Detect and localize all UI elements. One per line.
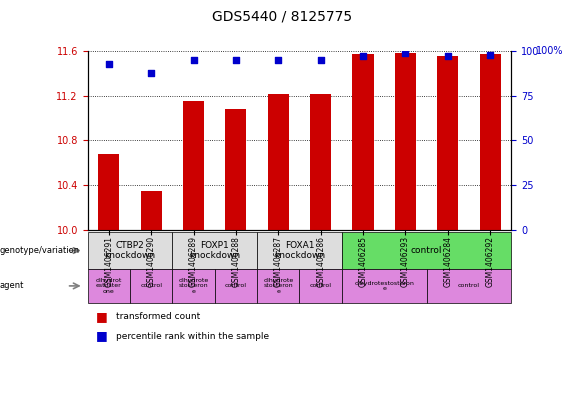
Text: control: control [225,283,247,288]
Bar [183,101,204,230]
Bar [172,232,257,269]
Text: control: control [140,283,162,288]
Bar [480,55,501,230]
Text: dihydrote
stosteron
e: dihydrote stosteron e [263,277,293,294]
Bar [98,154,119,230]
Bar [130,269,172,303]
Text: ■: ■ [96,329,108,343]
Text: dihydrote
stosteron
e: dihydrote stosteron e [179,277,208,294]
Bar [225,109,246,230]
Point [485,51,495,58]
Bar [342,232,511,269]
Bar [257,269,299,303]
Text: control: control [458,283,480,288]
Text: dihydrot
estoster
one: dihydrot estoster one [95,277,122,294]
Bar [88,269,130,303]
Text: ■: ■ [96,310,108,323]
Bar [299,269,342,303]
Text: control: control [411,246,442,255]
Point [189,57,198,63]
Text: CTBP2
knockdown: CTBP2 knockdown [105,241,155,260]
Bar [427,269,511,303]
Point [232,57,241,63]
Bar [141,191,162,230]
Text: genotype/variation: genotype/variation [0,246,80,255]
Point [104,61,113,67]
Y-axis label: 100%: 100% [536,46,563,56]
Point [443,53,452,60]
Point [273,57,282,63]
Text: transformed count: transformed count [116,312,200,321]
Text: GDS5440 / 8125775: GDS5440 / 8125775 [212,10,353,24]
Bar [310,94,331,230]
Bar [172,269,215,303]
Bar [395,53,416,230]
Bar [88,232,172,269]
Bar [257,232,342,269]
Point [146,70,155,76]
Point [316,57,325,63]
Bar [353,55,373,230]
Point [401,50,410,56]
Text: FOXP1
knockdown: FOXP1 knockdown [189,241,240,260]
Bar [268,94,289,230]
Bar [342,269,427,303]
Text: agent: agent [0,281,24,290]
Text: control: control [310,283,332,288]
Text: percentile rank within the sample: percentile rank within the sample [116,332,269,340]
Bar [437,55,458,230]
Text: dihydrotestosteron
e: dihydrotestosteron e [354,281,414,291]
Text: FOXA1
knockdown: FOXA1 knockdown [274,241,325,260]
Bar [215,269,257,303]
Point [358,53,367,60]
